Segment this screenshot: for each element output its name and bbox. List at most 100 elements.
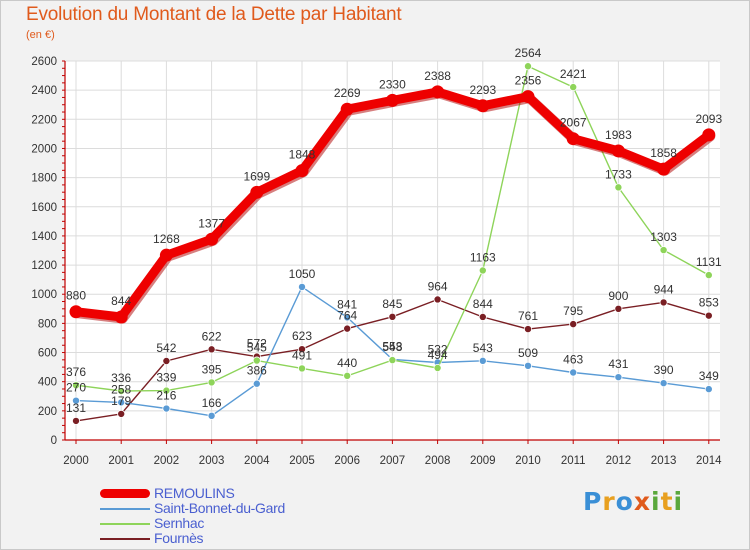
y-tick-label: 2200 (31, 114, 57, 126)
data-point (117, 387, 126, 396)
data-label: 1377 (198, 216, 225, 230)
data-label: 844 (473, 297, 493, 311)
y-tick-label: 2600 (31, 56, 57, 68)
data-point (614, 304, 623, 313)
data-label: 623 (292, 329, 312, 343)
y-tick-label: 2000 (31, 143, 57, 155)
y-tick-label: 600 (38, 348, 57, 360)
data-label: 258 (111, 382, 131, 396)
x-tick-label: 2006 (334, 455, 360, 467)
x-tick-label: 2008 (425, 455, 451, 467)
data-point (297, 345, 306, 354)
data-label: 336 (111, 371, 131, 385)
data-point (162, 404, 171, 413)
x-tick-label: 2005 (289, 455, 315, 467)
data-label: 964 (428, 279, 448, 293)
y-tick-label: 400 (38, 377, 57, 389)
x-tick-label: 2012 (606, 455, 632, 467)
data-label: 1163 (470, 250, 496, 264)
data-label: 844 (111, 294, 131, 308)
y-tick-label: 1200 (31, 260, 57, 272)
data-point (566, 132, 580, 146)
x-tick-label: 2003 (199, 455, 225, 467)
data-label: 542 (156, 341, 176, 355)
data-point (614, 373, 623, 382)
data-label: 2564 (515, 46, 542, 60)
data-point (117, 409, 126, 418)
legend-swatch (100, 489, 150, 498)
data-point (659, 379, 668, 388)
data-label: 131 (66, 401, 86, 415)
data-label: 1303 (650, 230, 677, 244)
x-tick-label: 2010 (515, 455, 541, 467)
data-label: 1858 (650, 146, 677, 160)
data-point (207, 378, 216, 387)
data-label: 440 (337, 356, 357, 370)
proxiti-logo: Proxiti (583, 487, 684, 516)
y-tick-label: 2400 (31, 85, 57, 97)
legend-label: Fournès (154, 530, 204, 546)
data-point (250, 185, 264, 199)
data-point (704, 385, 713, 394)
data-point (388, 356, 397, 365)
data-label: 572 (247, 337, 267, 351)
data-label: 1050 (289, 267, 316, 281)
data-label: 494 (428, 348, 448, 362)
x-tick-label: 2013 (651, 455, 677, 467)
x-tick-label: 2011 (561, 455, 586, 467)
y-tick-label: 0 (51, 435, 57, 447)
data-label: 2356 (515, 74, 542, 88)
data-label: 2269 (334, 86, 361, 100)
legend-label: Saint-Bonnet-du-Gard (154, 500, 285, 516)
x-tick-label: 2001 (108, 455, 134, 467)
data-label: 1268 (153, 232, 180, 246)
y-tick-label: 1800 (31, 173, 57, 185)
x-tick-label: 2000 (63, 455, 89, 467)
chart-title: Evolution du Montant de la Dette par Hab… (26, 4, 402, 25)
data-point (162, 386, 171, 395)
data-label: 431 (608, 357, 628, 371)
data-label: 761 (518, 309, 538, 323)
data-label: 1699 (243, 169, 270, 183)
data-point (614, 183, 623, 192)
y-tick-label: 200 (38, 406, 57, 418)
data-label: 491 (292, 348, 312, 362)
data-point (611, 144, 625, 158)
legend-label: REMOULINS (154, 485, 235, 501)
data-label: 2293 (469, 83, 496, 97)
data-point (433, 363, 442, 372)
data-point (343, 324, 352, 333)
data-label: 216 (156, 389, 176, 403)
data-point (659, 298, 668, 307)
data-point (72, 416, 81, 425)
data-point (478, 356, 487, 365)
legend-swatch (100, 508, 150, 510)
data-point (72, 396, 81, 405)
data-point (162, 356, 171, 365)
data-label: 553 (382, 339, 402, 353)
data-label: 509 (518, 346, 538, 360)
data-point (704, 271, 713, 280)
data-label: 376 (66, 365, 86, 379)
x-tick-label: 2002 (154, 455, 180, 467)
data-point (569, 83, 578, 92)
data-label: 622 (202, 329, 222, 343)
data-point (569, 320, 578, 329)
y-tick-label: 1400 (31, 231, 57, 243)
data-point (252, 379, 261, 388)
data-point (657, 162, 671, 176)
data-label: 270 (66, 381, 86, 395)
data-point (297, 364, 306, 373)
data-label: 841 (337, 297, 357, 311)
x-tick-label: 2014 (696, 455, 722, 467)
data-label: 900 (608, 289, 628, 303)
data-point (205, 232, 219, 246)
data-point (340, 102, 354, 116)
data-label: 463 (563, 353, 583, 367)
data-point (524, 361, 533, 370)
data-label: 880 (66, 289, 86, 303)
data-point (207, 411, 216, 420)
data-point (702, 128, 716, 142)
data-point (433, 295, 442, 304)
